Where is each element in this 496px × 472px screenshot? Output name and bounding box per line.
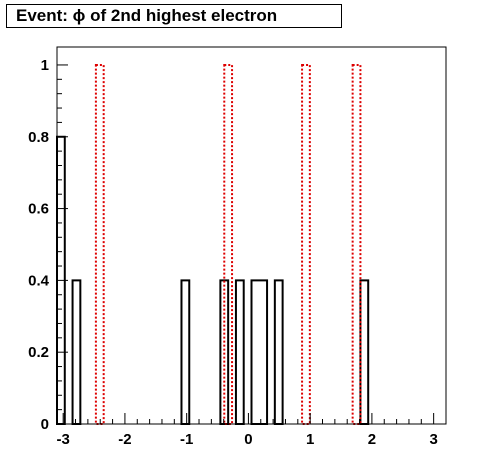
y-tick-label: 0.2 — [28, 344, 49, 361]
x-tick-label: 1 — [306, 431, 314, 448]
histogram-bar-s1-2 — [301, 63, 311, 425]
histogram-bar-s0-6 — [273, 279, 284, 425]
histogram-bar-s0-5 — [250, 279, 269, 425]
histogram-bar-s1-0 — [94, 63, 105, 425]
histogram-layer — [56, 63, 370, 425]
plot-frame — [56, 46, 447, 425]
x-tick-label: 2 — [368, 431, 376, 448]
histogram-bar-s1-3 — [351, 63, 362, 425]
y-tick-label: 0.6 — [28, 201, 49, 218]
axes-layer: -3 -2 -1 0 1 2 3 0 0.2 0.4 0.6 0.8 1 — [28, 46, 447, 448]
y-tick-label: 0.8 — [28, 129, 49, 146]
histogram-bar-s0-2 — [180, 279, 191, 425]
histogram-bar-s0-7 — [359, 279, 370, 425]
x-tick-label: -3 — [57, 431, 70, 448]
x-tick-label: 0 — [244, 431, 252, 448]
histogram-bar-s0-4 — [234, 279, 245, 425]
y-tick-label: 0.4 — [28, 272, 50, 289]
histogram-bar-s0-1 — [71, 279, 82, 425]
y-tick-label: 1 — [41, 57, 49, 74]
x-tick-label: -1 — [180, 431, 193, 448]
chart-title: Event: ϕ of 2nd highest electron — [6, 4, 342, 28]
y-tick-label: 0 — [41, 416, 49, 433]
x-tick-label: 3 — [429, 431, 437, 448]
x-tick-label: -2 — [118, 431, 131, 448]
